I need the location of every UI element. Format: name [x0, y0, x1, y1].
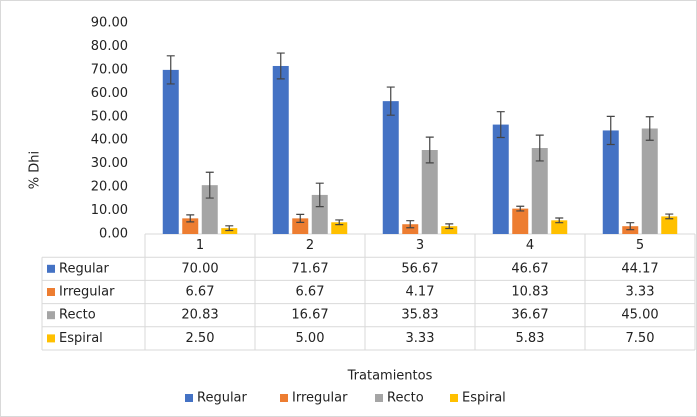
bar [661, 216, 678, 234]
y-tick-label: 20.00 [91, 180, 128, 195]
error-bar [535, 134, 544, 162]
error-bar [516, 205, 525, 212]
legend-label: Regular [197, 391, 248, 406]
x-tick-label: 4 [526, 238, 534, 253]
table-key [47, 264, 55, 273]
error-bar [496, 111, 505, 139]
table-cell: 3.33 [626, 285, 655, 300]
error-bar [665, 213, 674, 220]
bar [331, 222, 348, 234]
table-cell: 6.67 [296, 285, 325, 300]
table-row-label: Regular [59, 261, 110, 276]
y-tick-label: 10.00 [91, 203, 128, 218]
error-bar [205, 171, 214, 199]
bar [641, 128, 658, 234]
table-row-label: Irregular [59, 285, 115, 300]
x-tick-label: 5 [636, 238, 644, 253]
table-row-label: Espiral [59, 331, 103, 346]
table-cell: 6.67 [186, 285, 215, 300]
table-key [47, 311, 55, 320]
error-bar [296, 213, 305, 223]
y-tick-label: 60.00 [91, 86, 128, 101]
y-axis-title: % Dhi [28, 151, 43, 189]
legend-key [185, 394, 193, 402]
bar [382, 101, 399, 234]
table-cell: 70.00 [181, 261, 218, 276]
bar [441, 226, 458, 234]
y-tick-label: 30.00 [91, 156, 128, 171]
y-tick-label: 70.00 [91, 62, 128, 77]
error-bar [626, 222, 635, 231]
table-cell: 46.67 [511, 261, 548, 276]
table-cell: 44.17 [621, 261, 658, 276]
legend-key [280, 394, 288, 402]
y-tick-label: 90.00 [91, 16, 128, 31]
table-cell: 36.67 [511, 308, 548, 323]
table-cell: 5.83 [516, 331, 545, 346]
bar [492, 124, 509, 234]
table-key [47, 334, 55, 343]
table-cell: 3.33 [406, 331, 435, 346]
bar [531, 148, 548, 234]
error-bar [166, 55, 175, 85]
error-bar [445, 223, 454, 230]
x-tick-label: 1 [196, 238, 204, 253]
table-cell: 56.67 [401, 261, 438, 276]
y-tick-label: 40.00 [91, 133, 128, 148]
legend-key [375, 394, 383, 402]
table-cell: 45.00 [621, 308, 658, 323]
table-cell: 7.50 [626, 331, 655, 346]
error-bar [555, 217, 564, 224]
error-bar [406, 220, 415, 229]
x-tick-label: 3 [416, 238, 424, 253]
bar [551, 220, 568, 234]
y-tick-label: 50.00 [91, 109, 128, 124]
error-bar [425, 136, 434, 164]
error-bar [315, 182, 324, 208]
bar [512, 208, 529, 234]
error-bar [386, 86, 395, 116]
error-bar [276, 52, 285, 80]
y-tick-label: 0.00 [99, 227, 128, 242]
table-cell: 35.83 [401, 308, 438, 323]
x-axis-title: Tratamientos [347, 369, 433, 384]
error-bar [225, 225, 234, 232]
bar [201, 185, 218, 234]
table-key [47, 288, 55, 296]
y-tick-label: 80.00 [91, 39, 128, 54]
table-cell: 4.17 [406, 285, 435, 300]
table-cell: 71.67 [291, 261, 328, 276]
table-cell: 16.67 [291, 308, 328, 323]
table-cell: 5.00 [296, 331, 325, 346]
legend-key [450, 394, 458, 402]
bar [311, 194, 328, 234]
table-cell: 10.83 [511, 285, 548, 300]
bar [272, 65, 289, 234]
error-bar [186, 214, 195, 223]
error-bar [606, 115, 615, 146]
x-tick-label: 2 [306, 238, 314, 253]
legend-label: Espiral [462, 391, 506, 406]
error-bar [335, 219, 344, 226]
bar [162, 69, 179, 234]
table-cell: 20.83 [181, 308, 218, 323]
error-bar [645, 116, 654, 141]
bar [402, 224, 419, 234]
legend-label: Recto [387, 391, 424, 406]
legend-label: Irregular [292, 391, 348, 406]
bar [421, 149, 438, 234]
table-row-label: Recto [59, 308, 96, 323]
bar [602, 130, 619, 234]
table-cell: 2.50 [186, 331, 215, 346]
